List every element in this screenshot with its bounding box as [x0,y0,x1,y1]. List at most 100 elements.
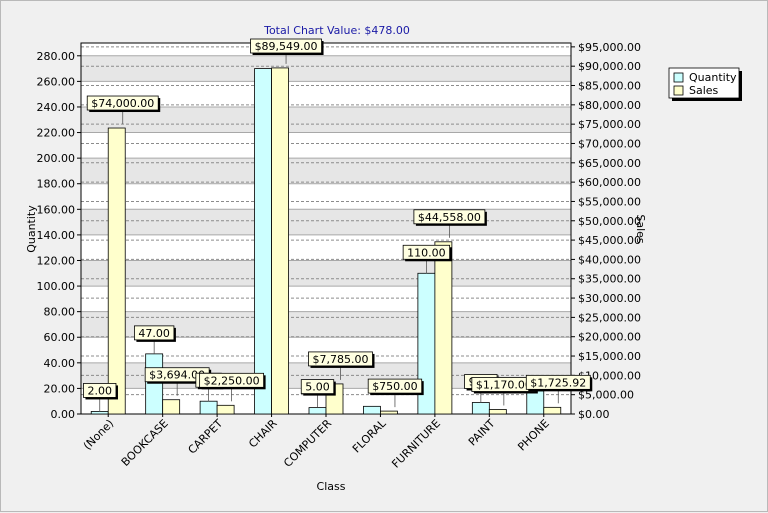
data-label-quantity-box [134,325,175,341]
bar-quantity [308,407,327,415]
data-label-quantity-box [300,379,335,395]
bar-sales [380,410,398,415]
y2-tick-label: $95,000.00 [578,41,641,54]
x-tick-label: CHAIR [246,417,280,451]
y2-tick-label: $50,000.00 [578,215,641,228]
data-label-sales: $1,725.92 [525,374,593,404]
data-label-quantity: 110.00 [402,244,452,274]
data-label-sales-box [367,378,423,394]
data-label-quantity: 47.00 [134,325,176,354]
y-tick-label: 40.00 [44,357,76,370]
y-tick-label: 0.00 [51,408,76,421]
y2-tick-label: $15,000.00 [578,350,641,363]
bar-sales [434,241,453,415]
y-tick-label: 20.00 [44,382,76,395]
y-tick-label: 100.00 [37,280,76,293]
legend-swatch [673,85,684,96]
bar-sales [543,406,562,415]
data-label-sales-box [86,95,159,111]
y-tick-label: 240.00 [37,101,76,114]
grid-band [81,132,571,159]
data-label-quantity-box [83,383,117,398]
data-label-sales-text: $3,694.00 [149,369,205,382]
data-label-sales-text: $89,549.00 [255,40,318,53]
bar-quantity [363,405,381,415]
y-tick-label: 120.00 [37,254,76,267]
data-label-sales-box [413,209,486,225]
bar-quantity [90,411,109,415]
y2-tick-label: $75,000.00 [578,118,641,131]
data-label-sales-box [199,372,265,388]
y2-tick-label: $5,000.00 [578,389,634,402]
y-tick-label: 180.00 [37,178,76,191]
grid-band [81,209,571,235]
chart-title: Total Chart Value: $478.00 [263,24,410,37]
x-axis-title: Class [317,480,346,493]
x-tick-label: (None) [81,417,117,453]
data-label-sales-text: $74,000.00 [91,97,154,110]
y2-tick-label: $35,000.00 [578,273,641,286]
y2-tick-label: $85,000.00 [578,80,641,93]
x-tick-label: PHONE [515,417,552,454]
data-label-sales: $750.00 [367,378,424,408]
x-tick-label: FLORAL [350,416,389,455]
legend-item-label: Sales [689,84,719,97]
y2-tick-label: $25,000.00 [578,311,641,324]
data-label-sales: $1,170.00 [471,377,538,406]
y-tick-label: 260.00 [37,75,76,88]
bar-sales [488,409,507,415]
x-tick-label: FURNITURE [389,417,443,471]
y-tick-label: 60.00 [44,331,76,344]
data-label-sales-text: $7,785.00 [313,353,369,366]
grid-band [81,55,571,82]
data-label-sales: $89,549.00 [250,38,324,64]
data-label-sales: $74,000.00 [86,95,161,125]
y-axis-title: Quantity [25,205,38,253]
data-label-quantity-box [402,244,451,260]
y2-tick-label: $70,000.00 [578,137,641,150]
data-label-sales-text: $1,725.92 [530,376,586,389]
data-label-sales-text: $750.00 [372,380,418,393]
y2-axis-title: Sales [634,214,647,244]
y2-tick-label: $0.00 [578,408,610,421]
bar-sales [271,67,289,415]
bar-sales [107,127,126,415]
y-tick-label: 220.00 [37,127,76,140]
bar-quantity [199,400,218,415]
bar-quantity [471,402,490,415]
grid-band [81,286,571,312]
grid-band [81,260,571,287]
data-label-quantity-text: 110.00 [407,246,446,259]
grid-band [81,183,571,210]
data-label-sales-text: $1,170.00 [476,378,532,391]
data-label-quantity-text: 47.00 [138,327,170,340]
data-label-sales: $7,785.00 [308,351,375,380]
grid-band [81,158,571,184]
bar-sales [162,399,181,415]
y2-tick-label: $65,000.00 [578,157,641,170]
y-tick-label: 160.00 [37,203,76,216]
y-tick-label: 80.00 [44,306,76,319]
bar-quantity [526,390,545,415]
x-tick-label: BOOKCASE [119,417,171,469]
y2-tick-label: $30,000.00 [578,292,641,305]
data-label-sales-text: $44,558.00 [418,211,481,224]
data-label-sales-box [525,374,591,390]
data-label-quantity: 5.00 [300,379,336,408]
plot-area: 0.00 20.00 40.00 60.00 80.00 100.00 120.00 140.… [37,38,742,471]
bar-sales [216,404,235,415]
y2-tick-label: $80,000.00 [578,99,641,112]
data-label-quantity-text: 5.00 [305,381,330,394]
grid-band [81,43,571,56]
legend-item-label: Quantity [689,71,737,84]
y-tick-label: 200.00 [37,152,76,165]
data-label-sales: $3,694.00 [144,367,212,396]
x-tick-label: CARPET [186,417,226,457]
y2-tick-label: $20,000.00 [578,331,641,344]
data-label-quantity: 2.00 [83,383,118,412]
y2-tick-label: $90,000.00 [578,60,641,73]
y-tick-label: 280.00 [37,50,76,63]
data-label-sales-text: $2,250.00 [204,374,260,387]
